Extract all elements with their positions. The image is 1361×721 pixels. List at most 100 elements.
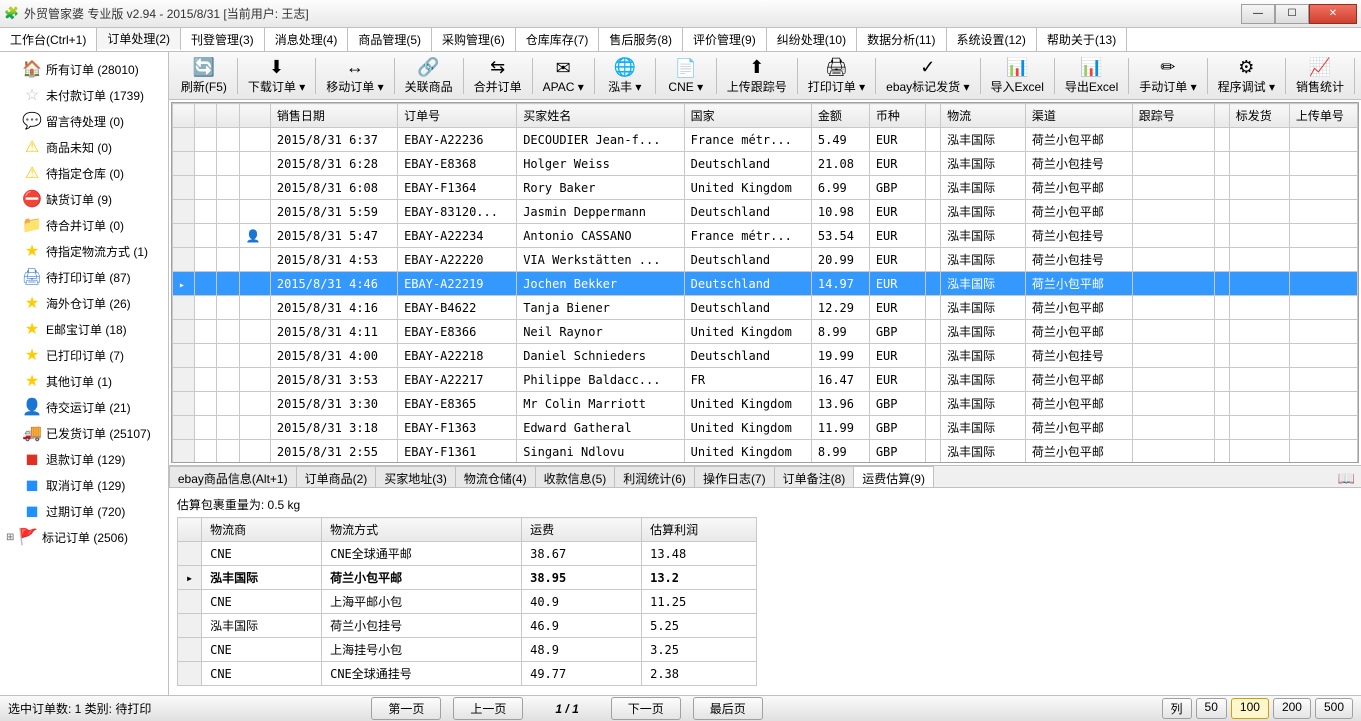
column-header[interactable] [1215,104,1229,128]
table-cell[interactable] [195,176,217,200]
column-header[interactable] [239,104,270,128]
table-cell[interactable] [1229,392,1289,416]
table-cell[interactable] [239,128,270,152]
main-tab[interactable]: 仓库库存(7) [516,28,600,51]
table-cell[interactable]: 8.99 [811,320,869,344]
table-cell[interactable]: 荷兰小包挂号 [1025,344,1132,368]
detail-tab[interactable]: 收款信息(5) [535,466,616,487]
table-cell[interactable] [1132,440,1214,464]
sidebar-item[interactable]: ⚠商品未知 (0) [0,134,168,160]
orders-grid-wrap[interactable]: 销售日期订单号买家姓名国家金额币种物流渠道跟踪号标发货上传单号2015/8/31… [171,102,1359,463]
column-header[interactable]: 标发货 [1229,104,1289,128]
table-cell[interactable] [1132,320,1214,344]
column-header[interactable]: 上传单号 [1289,104,1357,128]
table-cell[interactable] [925,440,941,464]
table-cell[interactable] [925,248,941,272]
est-cell[interactable]: 38.95 [522,566,642,590]
est-column-header[interactable] [177,518,201,542]
est-cell[interactable] [177,614,201,638]
est-column-header[interactable]: 运费 [522,518,642,542]
table-cell[interactable] [1132,224,1214,248]
table-cell[interactable]: 泓丰国际 [941,176,1026,200]
table-cell[interactable] [1215,248,1229,272]
table-cell[interactable] [1132,368,1214,392]
maximize-button[interactable]: ☐ [1275,4,1309,24]
table-cell[interactable]: United Kingdom [684,320,811,344]
est-cell[interactable]: 上海挂号小包 [322,638,522,662]
table-cell[interactable] [217,440,239,464]
table-cell[interactable] [925,200,941,224]
toolbar-button[interactable]: ✏手动订单 ▾ [1131,54,1204,97]
table-cell[interactable]: 5.49 [811,128,869,152]
table-cell[interactable]: 泓丰国际 [941,152,1026,176]
toolbar-button[interactable]: ✉APAC ▾ [535,56,592,96]
table-cell[interactable] [1132,128,1214,152]
toolbar-button[interactable]: 📈销售统计 [1288,54,1352,97]
table-cell[interactable]: EUR [869,128,925,152]
sidebar-item[interactable]: ⛔缺货订单 (9) [0,186,168,212]
table-cell[interactable]: 荷兰小包平邮 [1025,296,1132,320]
table-cell[interactable]: 荷兰小包平邮 [1025,368,1132,392]
table-cell[interactable] [1289,128,1357,152]
page-size-button[interactable]: 50 [1196,698,1227,719]
table-cell[interactable] [239,440,270,464]
table-cell[interactable] [1229,416,1289,440]
close-button[interactable]: ✕ [1309,4,1357,24]
table-cell[interactable] [217,368,239,392]
table-cell[interactable]: 2015/8/31 5:59 [270,200,397,224]
table-cell[interactable]: Deutschland [684,344,811,368]
table-cell[interactable] [1132,152,1214,176]
table-cell[interactable]: 12.29 [811,296,869,320]
est-cell[interactable]: CNE [202,542,322,566]
column-header[interactable] [172,104,194,128]
table-cell[interactable] [1215,368,1229,392]
sidebar-item[interactable]: ★E邮宝订单 (18) [0,316,168,342]
table-cell[interactable] [1132,176,1214,200]
detail-tab[interactable]: 运费估算(9) [853,466,934,487]
book-icon[interactable]: 📖 [1338,470,1355,487]
table-cell[interactable] [217,176,239,200]
table-cell[interactable]: EBAY-F1363 [398,416,517,440]
table-cell[interactable]: EUR [869,344,925,368]
toolbar-button[interactable]: ✓ebay标记发货 ▾ [878,54,977,97]
sidebar-item[interactable]: ★已打印订单 (7) [0,342,168,368]
est-cell[interactable]: 38.67 [522,542,642,566]
table-cell[interactable] [1229,128,1289,152]
table-cell[interactable] [239,176,270,200]
column-header[interactable]: 物流 [941,104,1026,128]
table-cell[interactable]: 8.99 [811,440,869,464]
table-cell[interactable]: EBAY-B4622 [398,296,517,320]
table-cell[interactable]: EBAY-A22220 [398,248,517,272]
est-cell[interactable] [177,590,201,614]
main-tab[interactable]: 刊登管理(3) [181,28,265,51]
toolbar-button[interactable]: ↔移动订单 ▾ [318,54,391,97]
est-column-header[interactable]: 物流商 [202,518,322,542]
table-cell[interactable]: 2015/8/31 5:47 [270,224,397,248]
column-header[interactable]: 渠道 [1025,104,1132,128]
table-cell[interactable] [1289,368,1357,392]
table-cell[interactable]: EBAY-F1361 [398,440,517,464]
est-cell[interactable]: ▸ [177,566,201,590]
table-cell[interactable]: 10.98 [811,200,869,224]
table-cell[interactable]: United Kingdom [684,176,811,200]
column-header[interactable] [195,104,217,128]
table-cell[interactable] [1289,344,1357,368]
table-cell[interactable] [217,128,239,152]
table-cell[interactable]: EUR [869,368,925,392]
table-row[interactable]: 2015/8/31 4:00EBAY-A22218Daniel Schniede… [172,344,1357,368]
tree-expander-icon[interactable]: ⊞ [6,532,18,543]
table-cell[interactable]: 20.99 [811,248,869,272]
table-cell[interactable] [195,224,217,248]
table-cell[interactable]: 2015/8/31 3:53 [270,368,397,392]
table-cell[interactable]: GBP [869,392,925,416]
table-cell[interactable] [1132,200,1214,224]
table-cell[interactable] [217,152,239,176]
table-cell[interactable]: EBAY-A22219 [398,272,517,296]
table-cell[interactable]: EUR [869,296,925,320]
toolbar-button[interactable]: 🔄刷新(F5) [173,54,235,97]
table-cell[interactable] [195,392,217,416]
sidebar-item[interactable]: ☆未付款订单 (1739) [0,82,168,108]
table-cell[interactable]: Deutschland [684,296,811,320]
est-cell[interactable]: 40.9 [522,590,642,614]
table-cell[interactable] [172,128,194,152]
